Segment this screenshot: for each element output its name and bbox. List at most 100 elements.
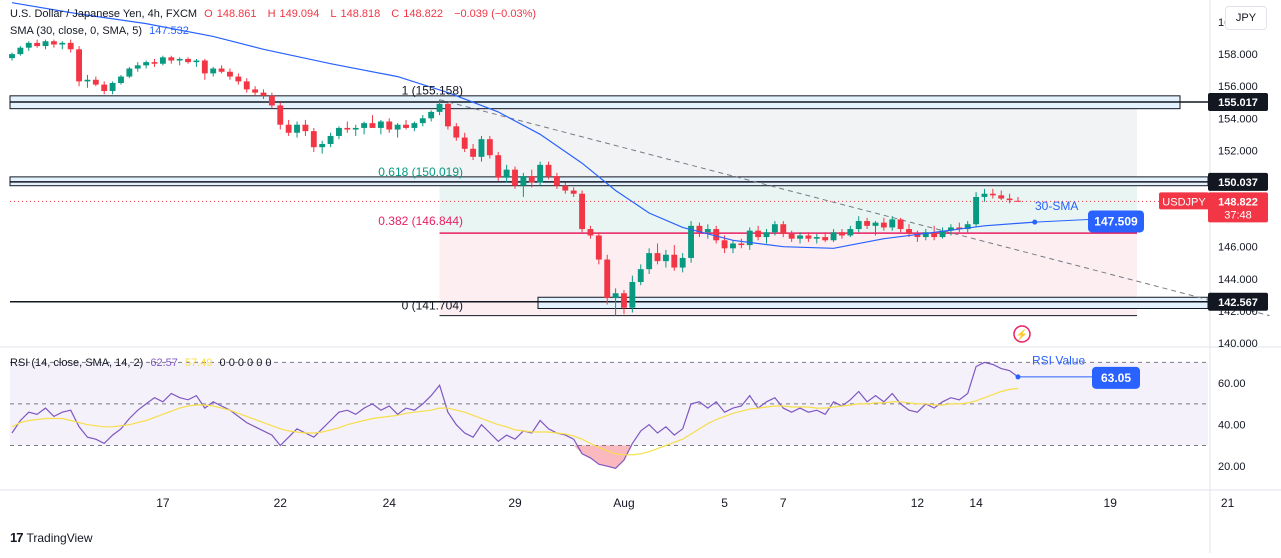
candle-body[interactable] bbox=[143, 62, 149, 65]
currency-button[interactable]: JPY bbox=[1225, 6, 1267, 30]
candle-body[interactable] bbox=[85, 80, 91, 82]
candle-body[interactable] bbox=[831, 232, 837, 240]
candle-body[interactable] bbox=[789, 234, 795, 239]
candle-body[interactable] bbox=[520, 176, 526, 186]
candle-body[interactable] bbox=[579, 194, 585, 229]
candle-body[interactable] bbox=[554, 176, 560, 186]
candle-body[interactable] bbox=[814, 237, 820, 239]
candle-body[interactable] bbox=[562, 186, 568, 191]
candle-body[interactable] bbox=[479, 139, 485, 157]
candle-body[interactable] bbox=[261, 93, 267, 96]
candle-body[interactable] bbox=[420, 118, 426, 123]
candle-body[interactable] bbox=[219, 69, 225, 72]
candle-body[interactable] bbox=[235, 77, 241, 82]
candle-body[interactable] bbox=[336, 128, 342, 136]
candle-body[interactable] bbox=[168, 57, 174, 60]
candle-body[interactable] bbox=[822, 237, 828, 240]
candle-body[interactable] bbox=[982, 194, 988, 197]
candle-body[interactable] bbox=[512, 170, 518, 186]
candle-body[interactable] bbox=[713, 229, 719, 240]
candle-body[interactable] bbox=[185, 59, 191, 62]
candle-body[interactable] bbox=[495, 155, 501, 177]
candle-body[interactable] bbox=[764, 232, 770, 237]
candle-body[interactable] bbox=[621, 293, 627, 307]
candle-body[interactable] bbox=[328, 136, 334, 144]
candle-body[interactable] bbox=[680, 258, 686, 268]
candle-body[interactable] bbox=[847, 229, 853, 235]
rsi-label[interactable]: RSI (14, close, SMA, 14, 2) bbox=[10, 357, 143, 369]
candle-body[interactable] bbox=[135, 65, 141, 68]
candle-body[interactable] bbox=[17, 48, 23, 54]
candle-body[interactable] bbox=[93, 80, 99, 85]
candle-body[interactable] bbox=[59, 43, 65, 45]
candle-body[interactable] bbox=[361, 123, 367, 128]
symbol-title[interactable]: U.S. Dollar / Japanese Yen, 4h, FXCM bbox=[10, 8, 197, 20]
candle-body[interactable] bbox=[395, 125, 401, 130]
candle-body[interactable] bbox=[805, 235, 811, 238]
candle-body[interactable] bbox=[294, 125, 300, 133]
candle-body[interactable] bbox=[302, 125, 308, 131]
candle-body[interactable] bbox=[772, 224, 778, 232]
candle-body[interactable] bbox=[738, 243, 744, 245]
candle-body[interactable] bbox=[68, 43, 74, 49]
candle-body[interactable] bbox=[487, 139, 493, 155]
candle-body[interactable] bbox=[646, 253, 652, 269]
candle-body[interactable] bbox=[126, 69, 132, 77]
candle-body[interactable] bbox=[26, 43, 32, 48]
candle-body[interactable] bbox=[604, 260, 610, 299]
candle-body[interactable] bbox=[462, 138, 468, 149]
candle-body[interactable] bbox=[613, 293, 619, 298]
candle-body[interactable] bbox=[453, 126, 459, 137]
candle-body[interactable] bbox=[101, 85, 107, 91]
candle-body[interactable] bbox=[889, 219, 895, 227]
candle-body[interactable] bbox=[730, 243, 736, 248]
candle-body[interactable] bbox=[755, 231, 761, 237]
candle-body[interactable] bbox=[34, 43, 40, 46]
candle-body[interactable] bbox=[244, 81, 250, 89]
candle-body[interactable] bbox=[470, 149, 476, 157]
candle-body[interactable] bbox=[210, 69, 216, 74]
candle-body[interactable] bbox=[973, 197, 979, 224]
candle-body[interactable] bbox=[286, 125, 292, 133]
candle-body[interactable] bbox=[998, 195, 1004, 198]
candle-body[interactable] bbox=[504, 170, 510, 178]
candle-body[interactable] bbox=[202, 61, 208, 74]
candle-body[interactable] bbox=[537, 165, 543, 183]
candle-body[interactable] bbox=[193, 61, 199, 63]
candle-body[interactable] bbox=[596, 235, 602, 259]
candle-body[interactable] bbox=[428, 112, 434, 118]
candle-body[interactable] bbox=[780, 224, 786, 234]
candle-body[interactable] bbox=[1007, 199, 1013, 201]
candle-body[interactable] bbox=[411, 123, 417, 128]
candle-body[interactable] bbox=[386, 122, 392, 130]
candle-body[interactable] bbox=[1015, 201, 1021, 202]
sma-label[interactable]: SMA (30, close, 0, SMA, 5) bbox=[10, 25, 142, 37]
candle-body[interactable] bbox=[160, 57, 166, 63]
candle-body[interactable] bbox=[663, 255, 669, 261]
candle-body[interactable] bbox=[655, 253, 661, 261]
candle-body[interactable] bbox=[378, 122, 384, 128]
candle-body[interactable] bbox=[269, 96, 275, 106]
candle-body[interactable] bbox=[705, 229, 711, 232]
candle-body[interactable] bbox=[252, 89, 258, 92]
candle-body[interactable] bbox=[311, 131, 317, 147]
level-box-142[interactable] bbox=[538, 297, 1208, 308]
candle-body[interactable] bbox=[529, 176, 535, 182]
candle-body[interactable] bbox=[864, 221, 870, 226]
candle-body[interactable] bbox=[319, 144, 325, 147]
candle-body[interactable] bbox=[638, 269, 644, 282]
candle-body[interactable] bbox=[571, 191, 577, 194]
candle-body[interactable] bbox=[873, 223, 879, 226]
candle-body[interactable] bbox=[344, 128, 350, 130]
candle-body[interactable] bbox=[403, 125, 409, 128]
candle-body[interactable] bbox=[839, 232, 845, 235]
candle-body[interactable] bbox=[76, 49, 82, 81]
candle-body[interactable] bbox=[990, 194, 996, 196]
candle-body[interactable] bbox=[370, 123, 376, 128]
candle-body[interactable] bbox=[437, 104, 443, 112]
candle-body[interactable] bbox=[177, 59, 183, 61]
candle-body[interactable] bbox=[856, 221, 862, 229]
candle-body[interactable] bbox=[43, 41, 49, 46]
